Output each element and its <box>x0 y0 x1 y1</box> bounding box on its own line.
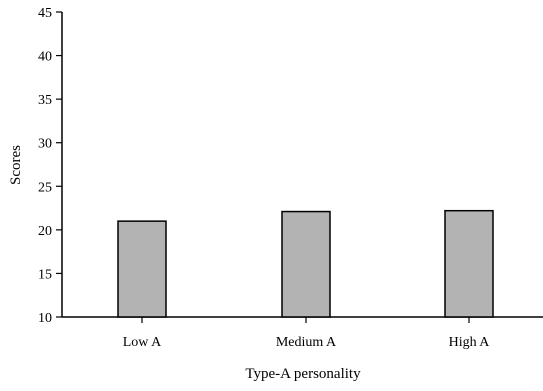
y-tick-label: 30 <box>38 137 52 152</box>
y-tick-label: 45 <box>38 6 52 21</box>
y-tick-label: 25 <box>38 180 52 195</box>
y-tick-label: 20 <box>38 224 52 239</box>
x-axis-title: Type-A personality <box>245 366 361 382</box>
bar-low-a <box>117 220 167 318</box>
bar-high-a <box>444 209 494 318</box>
bar-medium-a <box>281 210 331 318</box>
y-tick-label: 35 <box>38 93 52 108</box>
ticks: 10 15 20 25 30 35 40 45 Low A Medium A High A <box>38 6 490 350</box>
x-tick-label: Medium A <box>276 335 337 350</box>
x-tick-label: Low A <box>123 335 162 350</box>
y-tick-label: 15 <box>38 267 52 282</box>
y-axis-title: Scores <box>8 145 24 185</box>
y-tick-label: 10 <box>38 311 52 326</box>
x-tick-label: High A <box>449 335 491 350</box>
y-tick-label: 40 <box>38 50 52 65</box>
bars <box>117 209 494 318</box>
